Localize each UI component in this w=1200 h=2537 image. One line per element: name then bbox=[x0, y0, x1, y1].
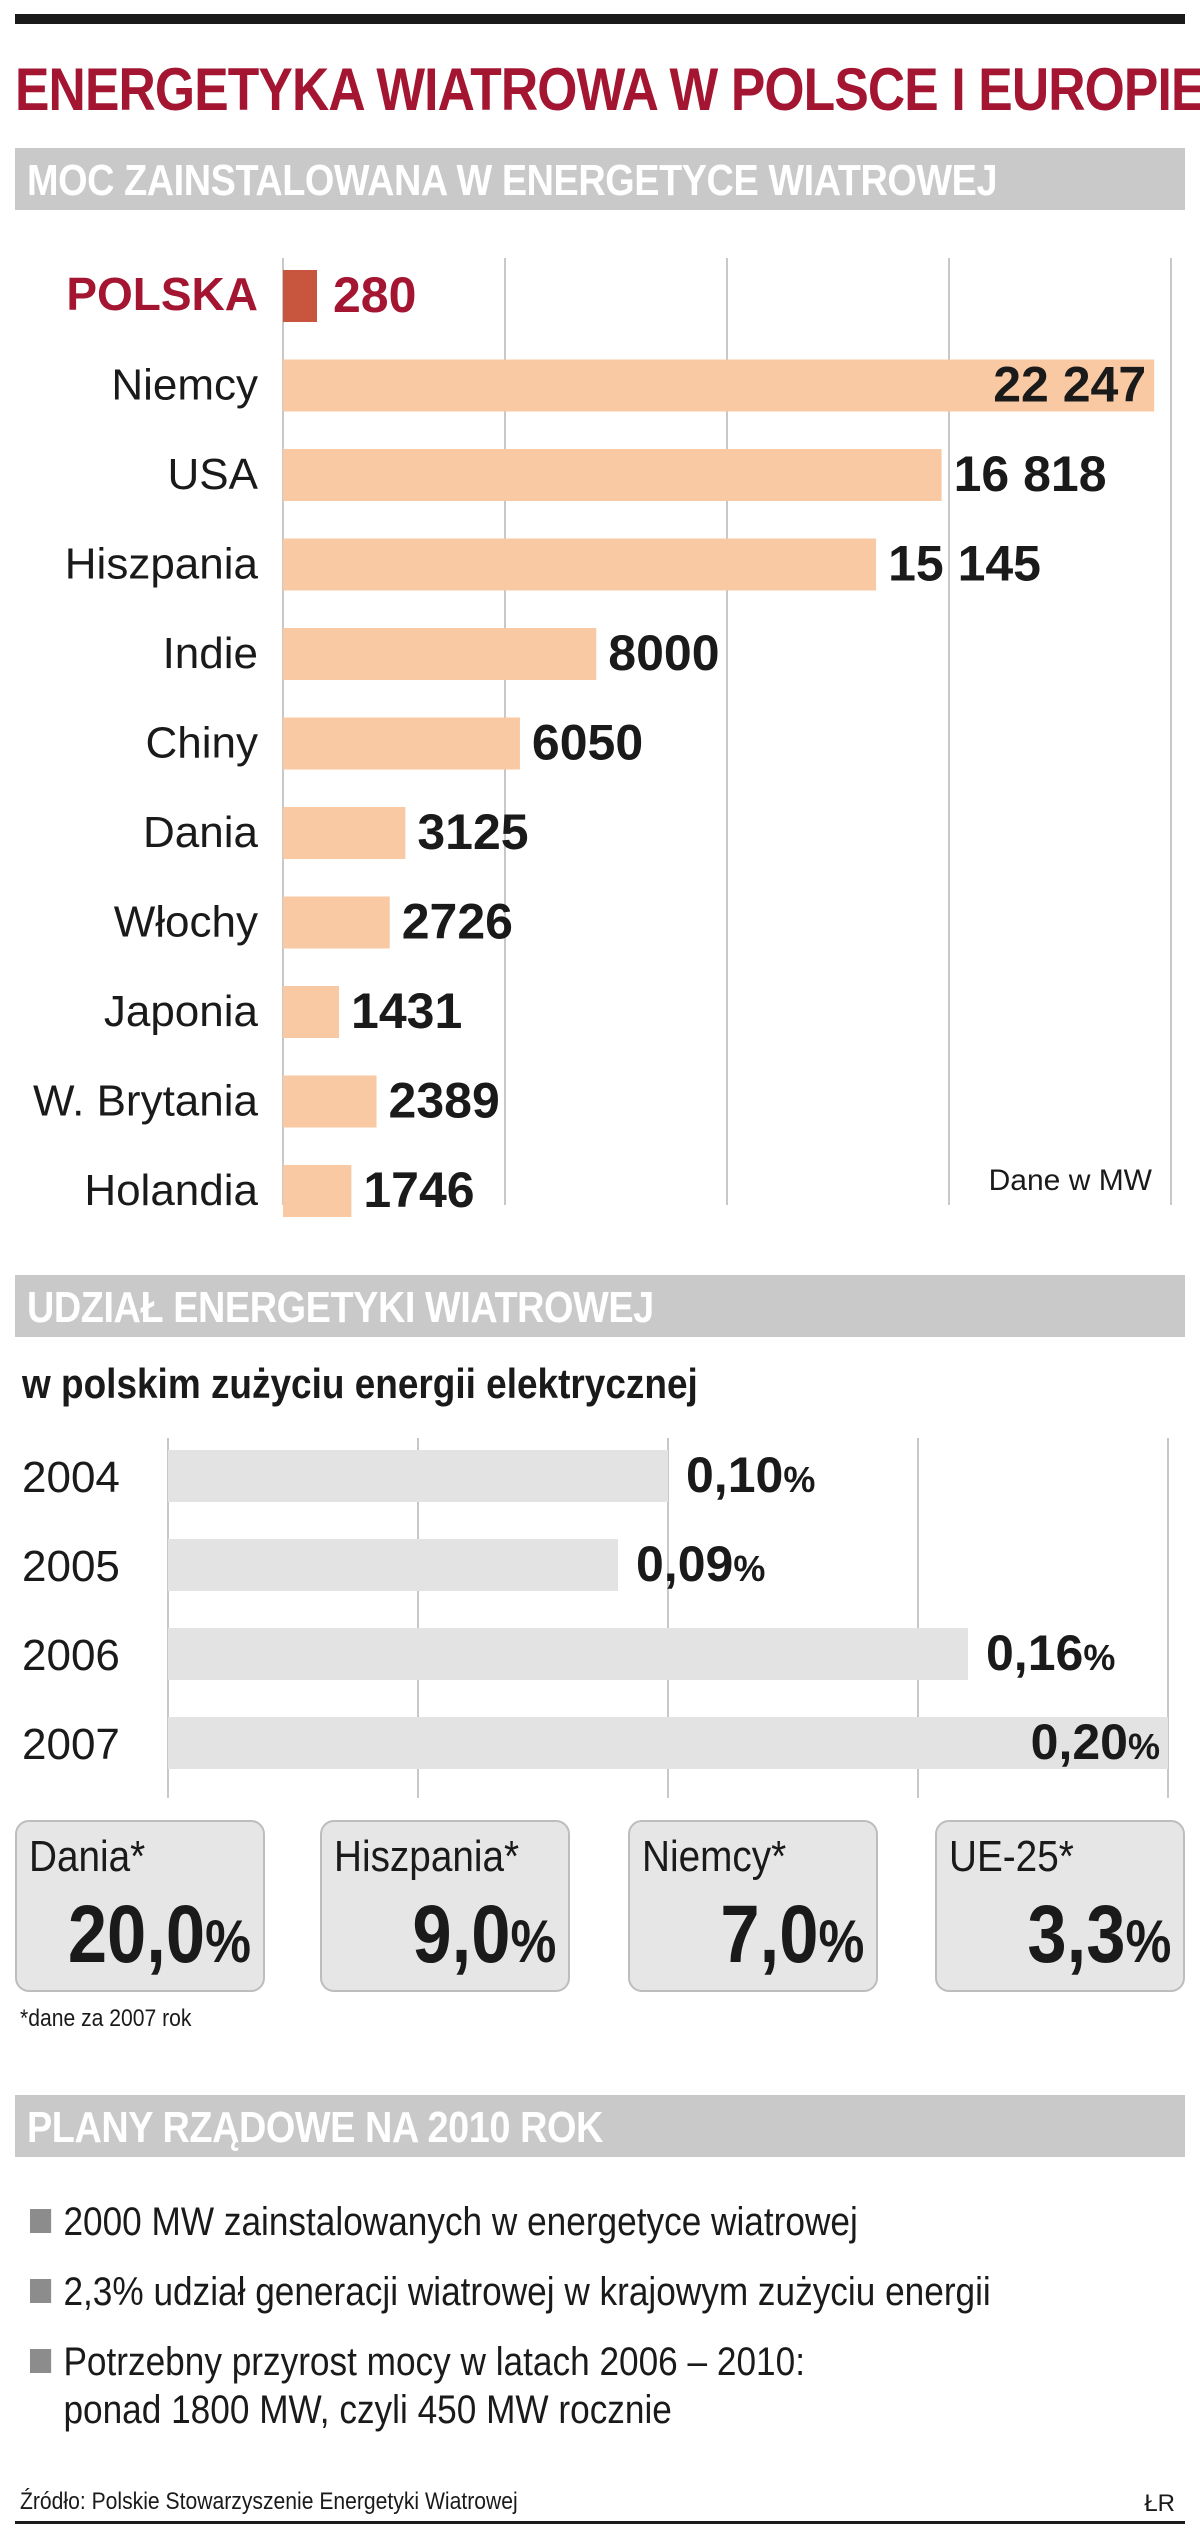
bullet-square-icon bbox=[30, 2349, 52, 2373]
category-label: Holandia bbox=[84, 1166, 258, 1215]
bar-polska bbox=[283, 270, 317, 322]
box-label: Hiszpania* bbox=[334, 1832, 520, 1881]
box-hiszpania: Hiszpania* 9,0% bbox=[320, 1820, 570, 1992]
value-label: 16 818 bbox=[954, 446, 1107, 502]
category-label: Japonia bbox=[104, 987, 259, 1036]
box-label: Dania* bbox=[29, 1832, 146, 1881]
unit-note: Dane w MW bbox=[989, 1164, 1153, 1197]
value-label: 1746 bbox=[363, 1162, 474, 1218]
plan-item: 2000 MW zainstalowanych w energetyce wia… bbox=[30, 2198, 858, 2246]
share-chart: 2004 0,10% 2005 0,09% 2006 0,16% 2007 0,20% bbox=[22, 1438, 1169, 1798]
year-label: 2007 bbox=[22, 1720, 120, 1769]
box-ue25: UE-25* 3,3% bbox=[935, 1820, 1185, 1992]
box-label: UE-25* bbox=[949, 1832, 1074, 1881]
signature: ŁR bbox=[1144, 2490, 1175, 2517]
value-label: 280 bbox=[333, 267, 416, 323]
value-label: 0,16% bbox=[986, 1625, 1115, 1681]
bar-dania bbox=[283, 807, 406, 859]
bar-usa bbox=[283, 449, 942, 501]
box-niemcy: Niemcy* 7,0% bbox=[628, 1820, 878, 1992]
value-label: 2726 bbox=[402, 894, 513, 950]
value-label: 22 247 bbox=[993, 357, 1146, 413]
category-label: W. Brytania bbox=[33, 1077, 258, 1126]
category-label: Hiszpania bbox=[65, 540, 259, 589]
section2-header: UDZIAŁ ENERGETYKI WIATROWEJ bbox=[15, 1275, 1185, 1337]
bar-holandia bbox=[283, 1165, 352, 1217]
category-label: USA bbox=[168, 450, 259, 499]
bar-w-brytania bbox=[283, 1075, 377, 1128]
bullet-square-icon bbox=[30, 2209, 52, 2233]
bar-indie bbox=[283, 628, 597, 680]
value-label: 0,10% bbox=[686, 1447, 815, 1503]
plan-item-continuation: ponad 1800 MW, czyli 450 MW rocznie bbox=[63, 2388, 672, 2432]
capacity-chart: POLSKA 280 Niemcy 22 247 USA 16 818 Hiszpania 1… bbox=[33, 258, 1172, 1218]
bullet-square-icon bbox=[30, 2279, 52, 2303]
section3-header-text: PLANY RZĄDOWE NA 2010 ROK bbox=[27, 2103, 603, 2152]
category-label: Niemcy bbox=[111, 361, 258, 410]
bar-chiny bbox=[283, 717, 520, 770]
year-label: 2006 bbox=[22, 1631, 120, 1680]
section2-header-text: UDZIAŁ ENERGETYKI WIATROWEJ bbox=[27, 1283, 654, 1332]
box-value: 9,0% bbox=[412, 1889, 556, 1980]
category-label: Dania bbox=[143, 808, 258, 857]
category-label: Chiny bbox=[146, 719, 259, 768]
value-label: 0,20% bbox=[1031, 1714, 1160, 1770]
section1-header-text: MOC ZAINSTALOWANA W ENERGETYCE WIATROWEJ bbox=[27, 156, 998, 205]
value-label: 6050 bbox=[532, 715, 643, 771]
value-label: 3125 bbox=[417, 804, 528, 860]
category-label: Indie bbox=[163, 629, 258, 678]
box-value: 20,0% bbox=[67, 1889, 251, 1980]
value-label: 15 145 bbox=[888, 536, 1041, 592]
bar-hiszpania bbox=[283, 538, 877, 591]
value-label: 8000 bbox=[608, 625, 719, 681]
category-label: POLSKA bbox=[66, 268, 258, 320]
year-label: 2005 bbox=[22, 1542, 120, 1591]
bar-2007 bbox=[168, 1717, 1168, 1769]
value-label: 2389 bbox=[389, 1073, 500, 1129]
bar-2004 bbox=[168, 1450, 668, 1502]
source: Źródło: Polskie Stowarzyszenie Energetyk… bbox=[20, 2488, 518, 2515]
year-label: 2004 bbox=[22, 1453, 120, 1502]
value-label: 1431 bbox=[351, 983, 462, 1039]
section3-header: PLANY RZĄDOWE NA 2010 ROK bbox=[15, 2095, 1185, 2157]
bar-w-ochy bbox=[283, 896, 390, 949]
box-value: 7,0% bbox=[720, 1889, 864, 1980]
section2-subtitle: w polskim zużyciu energii elektrycznej bbox=[22, 1360, 698, 1407]
value-label: 0,09% bbox=[636, 1536, 765, 1592]
section1-header: MOC ZAINSTALOWANA W ENERGETYCE WIATROWEJ bbox=[15, 148, 1185, 210]
bar-2006 bbox=[168, 1628, 968, 1680]
box-label: Niemcy* bbox=[642, 1832, 787, 1881]
main-title: ENERGETYKA WIATROWA W POLSCE I EUROPIE bbox=[15, 56, 1200, 123]
category-label: Włochy bbox=[114, 898, 258, 947]
bar-niemcy bbox=[283, 359, 1155, 412]
plan-item: 2,3% udział generacji wiatrowej w krajow… bbox=[30, 2268, 991, 2316]
bar-japonia bbox=[283, 986, 340, 1038]
box-value: 3,3% bbox=[1027, 1889, 1171, 1980]
top-rule bbox=[15, 14, 1185, 24]
bar-2005 bbox=[168, 1539, 618, 1591]
bottom-rule bbox=[15, 2521, 1185, 2524]
plan-item: Potrzebny przyrost mocy w latach 2006 – … bbox=[30, 2338, 805, 2434]
box-dania: Dania* 20,0% bbox=[15, 1820, 265, 1992]
footnote: *dane za 2007 rok bbox=[20, 2005, 192, 2032]
